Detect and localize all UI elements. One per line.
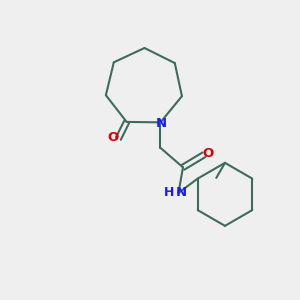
Text: O: O xyxy=(202,147,213,160)
Text: H: H xyxy=(164,186,174,199)
Text: N: N xyxy=(176,186,187,199)
Text: N: N xyxy=(156,117,167,130)
Text: O: O xyxy=(107,130,118,144)
